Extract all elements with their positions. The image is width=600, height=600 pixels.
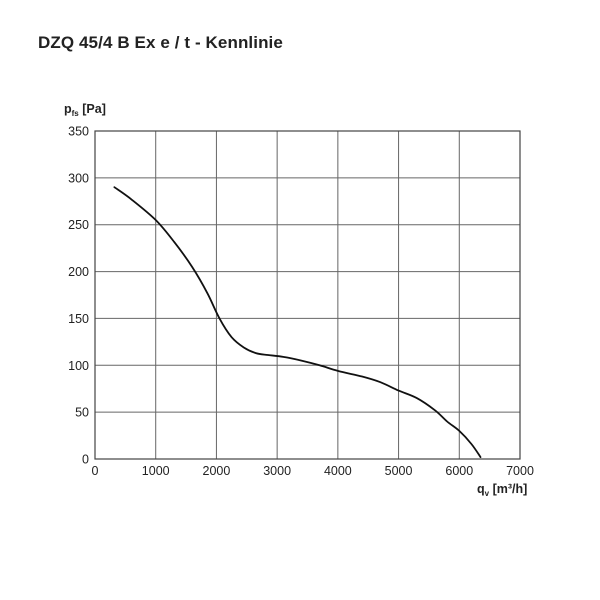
x-tick-label: 2000 (203, 464, 231, 478)
y-tick-label: 200 (68, 265, 89, 279)
y-tick-label: 150 (68, 312, 89, 326)
x-tick-label: 5000 (385, 464, 413, 478)
series-layer (113, 186, 482, 458)
y-tick-label: 0 (82, 453, 89, 467)
y-axis-label-unit: [Pa] (79, 102, 106, 116)
plot-frame (94, 130, 521, 460)
x-axis-label: qv [m³/h] (477, 482, 527, 498)
x-tick-label: 3000 (263, 464, 291, 478)
x-tick-label: 7000 (506, 464, 534, 478)
tick-labels: 0 1000 2000 3000 4000 5000 6000 7000 0 50 100 150 20… (68, 125, 534, 479)
page-title: DZQ 45/4 B Ex e / t - Kennlinie (38, 33, 283, 52)
grid-lines (94, 130, 521, 460)
y-axis-label: pfs [Pa] (64, 102, 106, 118)
x-tick-label: 4000 (324, 464, 352, 478)
characteristic-curve-line (113, 186, 482, 458)
y-axis-label-main: p (64, 102, 72, 116)
y-tick-label: 100 (68, 359, 89, 373)
y-tick-label: 300 (68, 171, 89, 185)
y-axis-label-sub: fs (72, 109, 80, 118)
x-tick-label: 0 (92, 464, 99, 478)
x-axis-label-main: q (477, 482, 485, 496)
y-tick-label: 50 (75, 406, 89, 420)
x-axis-label-sub: v (485, 489, 490, 498)
y-tick-label: 250 (68, 218, 89, 232)
x-tick-label: 6000 (445, 464, 473, 478)
x-axis-label-unit: [m³/h] (489, 482, 527, 496)
y-tick-label: 350 (68, 125, 89, 139)
x-tick-label: 1000 (142, 464, 170, 478)
